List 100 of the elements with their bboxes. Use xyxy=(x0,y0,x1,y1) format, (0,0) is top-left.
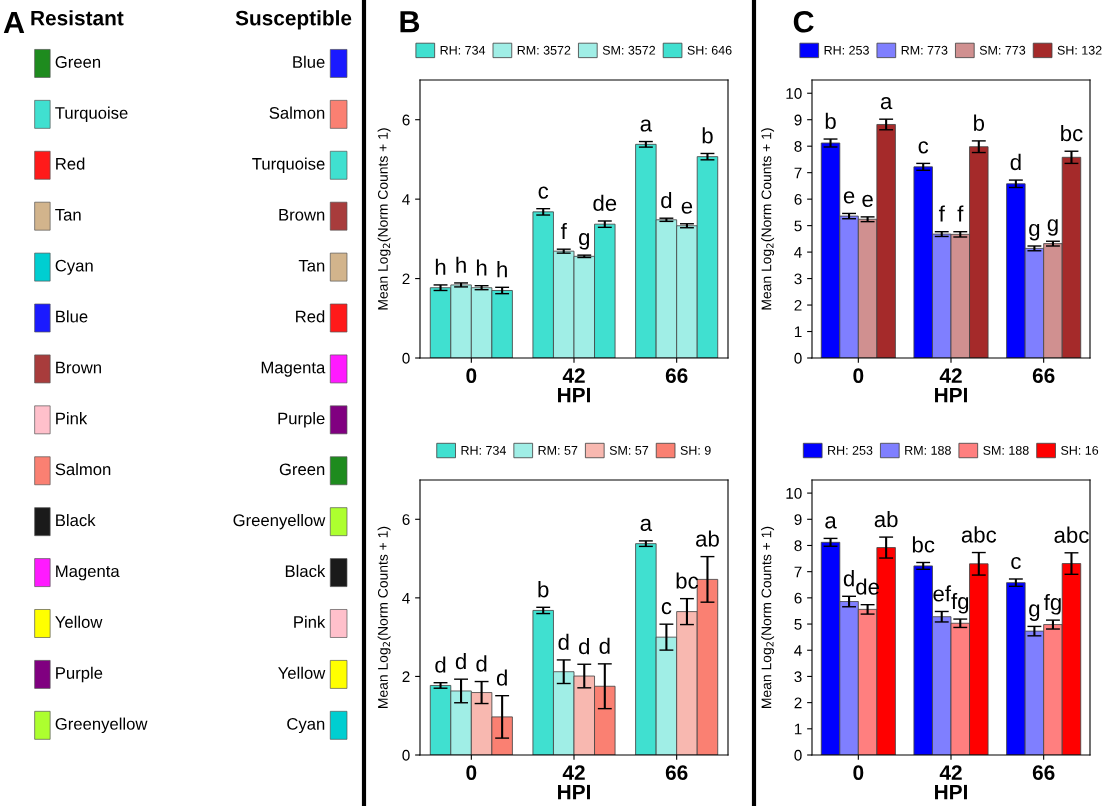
legend-label: RH: 253 xyxy=(824,45,869,55)
y-tick-label: 10 xyxy=(786,88,802,99)
data-label: h xyxy=(497,261,507,278)
x-tick-label: 0 xyxy=(466,368,477,384)
x-axis-title: HPI xyxy=(935,387,967,403)
data-label: ab xyxy=(874,510,898,528)
category-label: Purple xyxy=(56,666,103,683)
y-tick-label: 3 xyxy=(794,273,802,285)
y-tick-label: 5 xyxy=(794,619,802,630)
x-tick-label: 42 xyxy=(939,368,962,383)
y-tick-label: 2 xyxy=(794,697,802,709)
legend-label: RM: 3572 xyxy=(517,45,571,55)
data-label: a xyxy=(640,518,653,531)
text: C xyxy=(793,10,814,33)
category-label: Salmon xyxy=(55,462,111,476)
legend-label: RH: 734 xyxy=(461,445,506,455)
data-label: abc xyxy=(961,526,997,543)
y-axis-title: Mean Log$_{2}$(Norm Counts + 1) xyxy=(761,526,775,708)
category-label: Purple xyxy=(278,412,325,428)
y-tick-label: 4 xyxy=(794,247,802,258)
y-tick-label: 3 xyxy=(794,671,802,683)
category-label: Cyan xyxy=(55,259,93,275)
y-axis-title: Mean Log$_{2}$(Norm Counts + 1) xyxy=(761,128,775,310)
data-label: ab xyxy=(696,530,719,547)
legend-label: RH: 253 xyxy=(828,445,873,455)
data-label: h xyxy=(476,259,487,276)
x-axis-title: HPI xyxy=(935,784,967,800)
data-label: e xyxy=(862,194,873,207)
text: Susceptible xyxy=(235,10,352,30)
data-label: fg xyxy=(951,592,969,614)
data-label: g xyxy=(1029,604,1040,621)
x-tick-label: 0 xyxy=(466,765,477,781)
category-label: Pink xyxy=(56,412,88,425)
y-tick-label: 2 xyxy=(402,273,410,285)
data-label: d xyxy=(496,669,507,686)
data-label: d xyxy=(1010,153,1021,171)
data-label: c xyxy=(538,186,549,199)
data-label: d xyxy=(599,637,610,654)
legend-label: RM: 188 xyxy=(905,445,951,455)
x-tick-label: 42 xyxy=(562,765,585,780)
y-tick-label: 8 xyxy=(794,540,802,552)
legend-label: SH: 132 xyxy=(1057,45,1102,55)
legend-label: RM: 57 xyxy=(538,446,578,455)
x-tick-label: 66 xyxy=(1032,765,1055,781)
data-label: f xyxy=(560,222,567,240)
x-tick-label: 0 xyxy=(853,368,864,384)
text: Resistant xyxy=(31,10,124,26)
data-label: e xyxy=(843,191,855,204)
category-label: Black xyxy=(56,513,96,527)
category-label: Magenta xyxy=(56,565,120,581)
category-label: Red xyxy=(56,157,85,170)
category-label: Turquoise xyxy=(55,106,128,123)
data-label: abc xyxy=(1054,526,1089,543)
category-label: Turquoise xyxy=(252,157,325,174)
legend-label: SM: 57 xyxy=(609,445,649,455)
category-label: Magenta xyxy=(261,361,326,377)
data-label: b xyxy=(974,114,985,131)
data-label: a xyxy=(880,97,893,110)
data-label: e xyxy=(681,201,693,214)
y-tick-label: 6 xyxy=(402,514,410,525)
text: B xyxy=(400,11,420,33)
data-label: d xyxy=(579,638,590,655)
x-tick-label: 66 xyxy=(665,368,688,384)
category-label: Green xyxy=(279,463,325,476)
data-label: d xyxy=(558,633,569,651)
y-tick-label: 9 xyxy=(794,514,802,525)
y-tick-label: 9 xyxy=(794,114,802,126)
y-tick-label: 1 xyxy=(794,326,802,338)
legend-label: SH: 16 xyxy=(1061,445,1099,455)
y-tick-label: 0 xyxy=(794,352,802,364)
data-label: bc xyxy=(1061,124,1083,142)
y-axis-title: Mean Log$_{2}$(Norm Counts + 1) xyxy=(377,526,391,708)
legend-label: RH: 734 xyxy=(440,45,486,55)
category-label: Tan xyxy=(55,209,81,221)
x-tick-label: 42 xyxy=(562,368,585,383)
category-label: Black xyxy=(285,564,326,578)
y-tick-label: 0 xyxy=(402,352,410,364)
data-label: d xyxy=(843,570,854,587)
data-label: g xyxy=(1047,219,1058,236)
y-tick-label: 4 xyxy=(402,194,410,205)
x-tick-label: 66 xyxy=(665,765,688,781)
data-label: d xyxy=(661,191,672,209)
legend-label: RM: 773 xyxy=(901,45,948,55)
data-label: bc xyxy=(912,536,935,553)
data-label: b xyxy=(702,127,713,144)
category-label: Red xyxy=(296,310,325,323)
y-tick-label: 7 xyxy=(794,566,802,578)
x-tick-label: 66 xyxy=(1032,368,1055,384)
y-tick-label: 0 xyxy=(402,749,410,761)
y-tick-label: 8 xyxy=(794,141,802,152)
data-label: d xyxy=(455,652,466,670)
y-tick-label: 4 xyxy=(402,592,410,604)
category-label: Pink xyxy=(294,615,326,628)
category-label: Cyan xyxy=(287,718,325,734)
x-axis-title: HPI xyxy=(558,784,590,800)
text: A xyxy=(3,11,25,33)
data-label: h xyxy=(456,256,466,273)
y-tick-label: 1 xyxy=(794,723,802,735)
y-tick-label: 6 xyxy=(402,114,410,126)
y-axis-title: Mean Log$_{2}$(Norm Counts + 1) xyxy=(377,128,391,310)
